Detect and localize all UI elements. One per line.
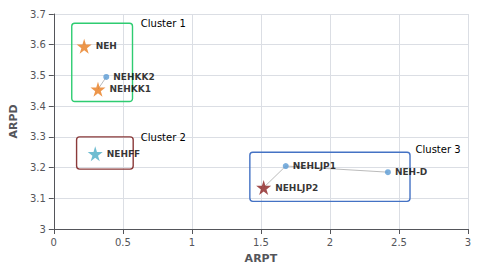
svg-text:2: 2: [327, 237, 333, 248]
svg-text:NEH-D: NEH-D: [395, 167, 427, 177]
svg-text:NEHLJP2: NEHLJP2: [275, 183, 318, 193]
svg-text:3.5: 3.5: [30, 70, 46, 81]
svg-text:Cluster 2: Cluster 2: [141, 132, 186, 143]
svg-text:ARPT: ARPT: [245, 252, 278, 265]
svg-text:3.1: 3.1: [30, 193, 46, 204]
svg-text:3.7: 3.7: [30, 9, 46, 20]
svg-text:ARPD: ARPD: [7, 104, 20, 138]
svg-text:3: 3: [39, 224, 45, 235]
svg-text:NEH: NEH: [96, 41, 117, 51]
svg-text:Cluster 3: Cluster 3: [416, 144, 461, 155]
svg-text:Cluster 1: Cluster 1: [141, 18, 186, 29]
svg-text:3: 3: [465, 237, 471, 248]
svg-text:2.5: 2.5: [391, 237, 407, 248]
svg-text:NEHFF: NEHFF: [107, 149, 141, 159]
svg-text:3.4: 3.4: [30, 101, 46, 112]
svg-text:NEHKK1: NEHKK1: [109, 84, 150, 94]
svg-text:0.5: 0.5: [115, 237, 131, 248]
svg-text:NEHLJP1: NEHLJP1: [293, 161, 336, 171]
svg-text:1: 1: [189, 237, 195, 248]
svg-text:3.6: 3.6: [30, 39, 46, 50]
svg-text:1.5: 1.5: [253, 237, 269, 248]
svg-text:NEHKK2: NEHKK2: [113, 72, 154, 82]
svg-text:0: 0: [51, 237, 57, 248]
svg-text:3.3: 3.3: [30, 131, 46, 142]
svg-text:3.2: 3.2: [30, 162, 46, 173]
